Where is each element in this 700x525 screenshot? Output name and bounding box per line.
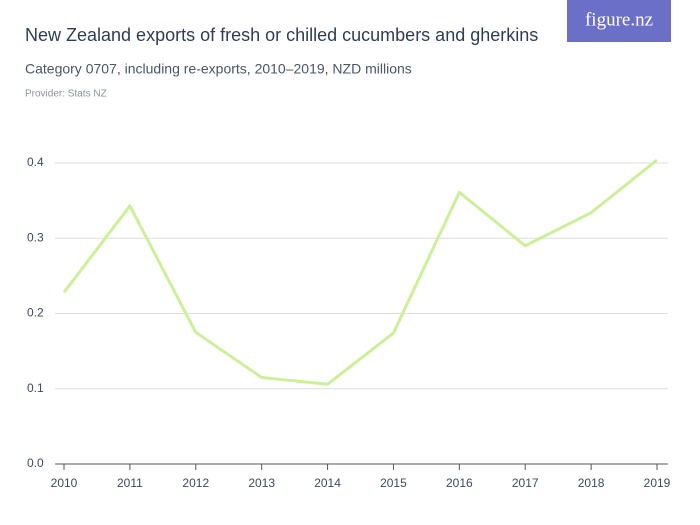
x-tick-label: 2018 — [578, 476, 605, 490]
y-tick-label: 0.0 — [27, 456, 44, 470]
source: Provider: Stats NZ — [25, 89, 107, 100]
x-tick-label: 2016 — [446, 476, 473, 490]
y-tick-label: 0.3 — [27, 230, 44, 244]
y-tick-label: 0.2 — [27, 306, 44, 320]
x-tick-label: 2013 — [248, 476, 275, 490]
x-tick-label: 2017 — [512, 476, 539, 490]
x-tick-label: 2014 — [314, 476, 341, 490]
y-tick-label: 0.1 — [27, 381, 44, 395]
chart-title: New Zealand exports of fresh or chilled … — [25, 25, 538, 45]
x-tick-label: 2015 — [380, 476, 407, 490]
x-tick-label: 2011 — [117, 476, 143, 490]
x-tick-label: 2019 — [644, 476, 671, 490]
x-tick-label: 2012 — [182, 476, 209, 490]
logo: figure.nz — [585, 9, 653, 30]
logo-box — [567, 0, 671, 42]
data-line — [62, 158, 658, 386]
y-tick-label: 0.4 — [27, 155, 44, 169]
chart-subtitle: Category 0707, including re-exports, 201… — [25, 61, 412, 77]
x-tick-label: 2010 — [51, 476, 78, 490]
